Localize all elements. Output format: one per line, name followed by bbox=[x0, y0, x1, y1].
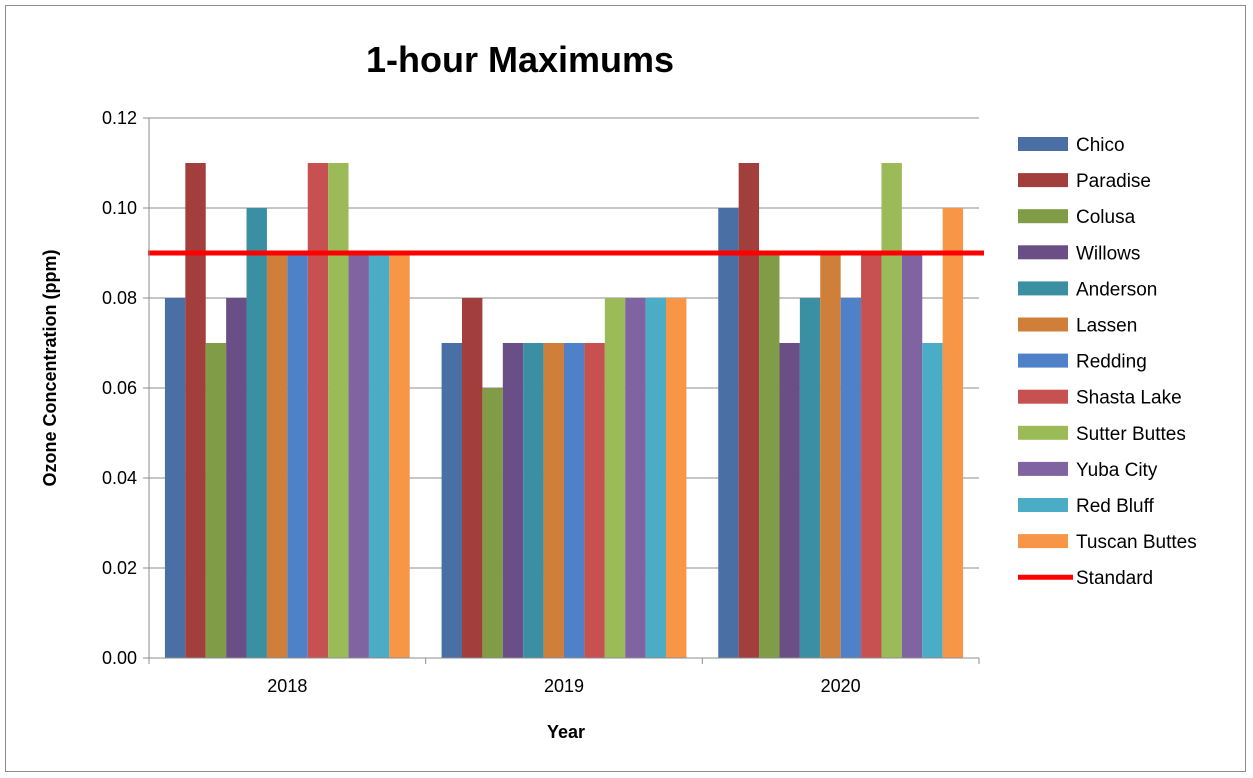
bar-redding-2019 bbox=[564, 343, 585, 658]
bar-paradise-2019 bbox=[462, 298, 483, 658]
legend-swatch bbox=[1018, 425, 1068, 440]
bar-redding-2018 bbox=[287, 253, 308, 658]
legend: Chico Paradise Colusa Willows Anderson Lassen… bbox=[1018, 135, 1197, 589]
legend-swatch bbox=[1018, 173, 1068, 188]
legend-swatch bbox=[1018, 137, 1068, 151]
bar-chico-2018 bbox=[164, 298, 186, 658]
bar-chico-2020 bbox=[718, 208, 739, 658]
legend-swatch bbox=[1018, 498, 1068, 512]
legend-swatch bbox=[1018, 534, 1068, 549]
legend-swatch bbox=[1018, 353, 1068, 368]
bar-lassen-2019 bbox=[543, 343, 564, 658]
axes: 0.00 0.02 0.04 0.06 0.08 0.10 0.12 2018 2019 2020 bbox=[102, 108, 980, 696]
legend-label: Redding bbox=[1076, 352, 1147, 373]
legend-label: Paradise bbox=[1076, 171, 1151, 192]
legend-label: Chico bbox=[1076, 135, 1125, 156]
bar-willows-2020 bbox=[779, 343, 800, 658]
legend-swatch bbox=[1018, 245, 1068, 260]
bar-yuba-city-2020 bbox=[901, 253, 923, 658]
legend-label: Colusa bbox=[1076, 207, 1136, 228]
chart-title: 1-hour Maximums bbox=[366, 39, 674, 80]
bar-yuba-city-2018 bbox=[348, 253, 369, 658]
legend-swatch bbox=[1018, 461, 1068, 476]
bar-shasta-lake-2018 bbox=[307, 163, 329, 658]
legend-label: Anderson bbox=[1076, 279, 1157, 300]
x-tick-label: 2018 bbox=[267, 676, 307, 696]
bar-anderson-2020 bbox=[799, 298, 821, 658]
x-tick-label: 2020 bbox=[821, 676, 861, 696]
legend-label: Willows bbox=[1076, 243, 1140, 264]
legend-label: Red Bluff bbox=[1076, 496, 1155, 517]
y-tick-label: 0.08 bbox=[102, 288, 137, 308]
bar-anderson-2018 bbox=[246, 208, 267, 658]
bar-colusa-2018 bbox=[205, 343, 227, 658]
bar-lassen-2018 bbox=[266, 253, 288, 658]
y-tick-label: 0.00 bbox=[102, 648, 137, 668]
bar-paradise-2020 bbox=[738, 163, 760, 658]
bar-colusa-2020 bbox=[759, 253, 780, 658]
legend-swatch bbox=[1018, 209, 1068, 224]
bar-shasta-lake-2020 bbox=[861, 253, 882, 658]
legend-swatch bbox=[1018, 281, 1068, 296]
bar-tuscan-buttes-2020 bbox=[942, 208, 964, 658]
bar-red-bluff-2018 bbox=[368, 253, 390, 658]
legend-label: Sutter Buttes bbox=[1076, 424, 1186, 445]
bar-sutter-buttes-2019 bbox=[604, 298, 626, 658]
bar-red-bluff-2019 bbox=[645, 298, 666, 658]
bar-yuba-city-2019 bbox=[625, 298, 646, 658]
bar-tuscan-buttes-2019 bbox=[666, 298, 687, 658]
y-tick-label: 0.12 bbox=[102, 108, 137, 128]
y-tick-label: 0.10 bbox=[102, 198, 137, 218]
y-tick-label: 0.06 bbox=[102, 378, 137, 398]
legend-label: Yuba City bbox=[1076, 460, 1158, 481]
bar-sutter-buttes-2018 bbox=[328, 163, 349, 658]
chart-frame: 1-hour Maximums 0.00 0.02 0.04 0.06 0.08 0.10… bbox=[5, 5, 1246, 772]
bars bbox=[164, 163, 964, 658]
bar-willows-2018 bbox=[226, 298, 247, 658]
bar-lassen-2020 bbox=[820, 253, 841, 658]
bar-red-bluff-2020 bbox=[922, 343, 943, 658]
y-axis-title: Ozone Concentration (ppm) bbox=[40, 250, 60, 487]
bar-tuscan-buttes-2018 bbox=[389, 253, 410, 658]
legend-swatch bbox=[1018, 317, 1068, 332]
bar-redding-2020 bbox=[840, 298, 862, 658]
legend-label: Tuscan Buttes bbox=[1076, 532, 1197, 553]
bar-willows-2019 bbox=[502, 343, 524, 658]
bar-sutter-buttes-2020 bbox=[881, 163, 902, 658]
chart-svg: 1-hour Maximums 0.00 0.02 0.04 0.06 0.08 0.10… bbox=[40, 39, 1197, 742]
bar-paradise-2018 bbox=[185, 163, 206, 658]
bar-colusa-2019 bbox=[482, 388, 503, 658]
legend-label: Shasta Lake bbox=[1076, 388, 1182, 409]
bar-shasta-lake-2019 bbox=[584, 343, 605, 658]
bar-anderson-2019 bbox=[523, 343, 544, 658]
legend-swatch bbox=[1018, 389, 1068, 404]
bar-chico-2019 bbox=[441, 343, 462, 658]
y-tick-label: 0.04 bbox=[102, 468, 137, 488]
legend-label-standard: Standard bbox=[1076, 568, 1153, 589]
x-tick-label: 2019 bbox=[544, 676, 584, 696]
x-axis-title: Year bbox=[547, 722, 585, 742]
y-tick-label: 0.02 bbox=[102, 558, 137, 578]
legend-label: Lassen bbox=[1076, 316, 1137, 337]
